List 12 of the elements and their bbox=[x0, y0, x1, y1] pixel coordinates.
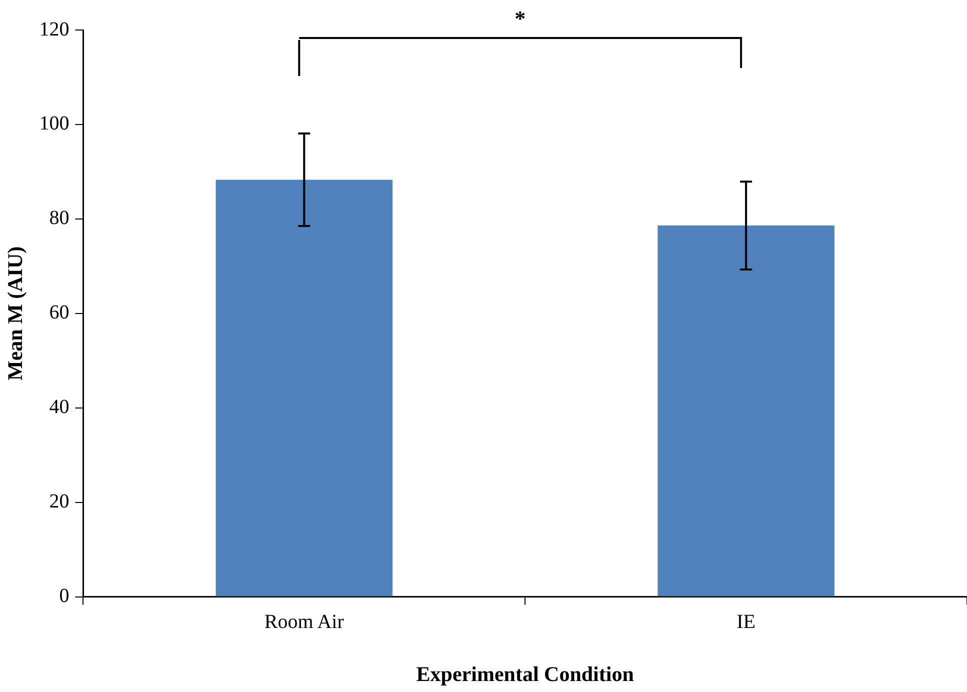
y-axis-title: Mean M (AIU) bbox=[3, 246, 28, 380]
x-tick-label: IE bbox=[736, 611, 756, 634]
annotation: * bbox=[514, 6, 526, 31]
y-tick-label: 60 bbox=[49, 302, 70, 324]
y-tick-label: 120 bbox=[39, 18, 70, 40]
x-tick-label: Room Air bbox=[264, 611, 344, 634]
y-tick-label: 40 bbox=[49, 396, 70, 418]
y-tick-label: 100 bbox=[39, 112, 70, 135]
y-tick-label: 20 bbox=[49, 490, 70, 513]
y-tick-label: 0 bbox=[59, 585, 70, 608]
y-tick-label: 80 bbox=[49, 207, 70, 230]
x-axis-title: Experimental Condition bbox=[416, 662, 634, 686]
